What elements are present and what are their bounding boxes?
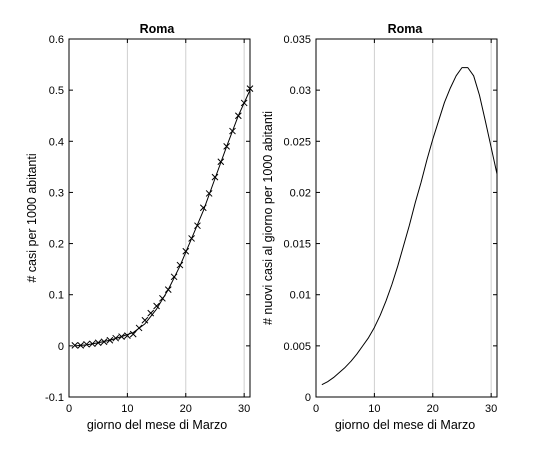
y-tick-label: 0.6 xyxy=(49,34,64,46)
plot-area xyxy=(71,85,254,349)
y-tick-label: 0.1 xyxy=(49,290,64,302)
x-axis-label: giorno del mese di Marzo xyxy=(87,418,227,432)
y-tick-label: 0.5 xyxy=(49,85,64,97)
data-point-marker xyxy=(153,302,160,310)
data-point-marker xyxy=(83,340,90,348)
axes-box xyxy=(315,38,498,398)
y-axis-label: # nuovi casi al giorno per 1000 abitanti xyxy=(261,111,275,325)
y-tick-label: 0.025 xyxy=(283,136,311,148)
data-point-marker xyxy=(211,173,219,181)
y-tick-label: 0 xyxy=(305,392,311,404)
x-tick-label: 10 xyxy=(121,403,133,415)
x-ticks: 0 10 20 30 xyxy=(313,39,497,415)
data-point-marker xyxy=(129,330,137,338)
chart-title: Roma xyxy=(388,22,424,36)
x-tick-label: 20 xyxy=(427,403,439,415)
chart-new-cases-per-day: Roma 0 10 20 30 0 0.005 0.01 0.015 0.02 0.025 0.0… xyxy=(261,22,498,432)
y-tick-label: 0 xyxy=(58,341,64,353)
x-tick-label: 30 xyxy=(238,403,250,415)
y-tick-label: 0.01 xyxy=(290,290,311,302)
series-line xyxy=(321,67,498,386)
grid xyxy=(373,39,492,397)
x-tick-label: 10 xyxy=(368,403,380,415)
y-tick-label: 0.3 xyxy=(49,187,64,199)
y-tick-label: 0.02 xyxy=(290,187,311,199)
data-point-marker xyxy=(147,309,155,317)
grid xyxy=(126,39,245,397)
series-line xyxy=(74,89,251,347)
data-point-marker xyxy=(71,341,79,349)
chart-title: Roma xyxy=(140,22,176,36)
y-ticks: -0.1 0 0.1 0.2 0.3 0.4 0.5 0.6 xyxy=(45,34,250,404)
x-ticks: 0 10 20 30 xyxy=(66,39,250,415)
y-tick-label: 0.4 xyxy=(49,136,64,148)
y-tick-label: 0.2 xyxy=(49,239,64,251)
y-tick-label: 0.035 xyxy=(283,34,311,46)
chart-cases-per-1000: Roma 0 10 20 30 -0.100.10.20.30.40.50.6 gio… xyxy=(25,22,254,432)
x-tick-label: 0 xyxy=(66,403,72,415)
y-tick-label: 0.005 xyxy=(283,341,311,353)
x-axis-label: giorno del mese di Marzo xyxy=(335,418,475,432)
y-tick-label: 0.03 xyxy=(290,85,311,97)
x-tick-label: 20 xyxy=(180,403,192,415)
y-tick-label: -0.1 xyxy=(45,392,64,404)
y-ticks: 0 0.005 0.01 0.015 0.02 0.025 0.03 0.035 xyxy=(283,34,497,404)
y-tick-label: 0.015 xyxy=(283,239,311,251)
plot-area xyxy=(321,67,498,386)
x-tick-label: 30 xyxy=(485,403,497,415)
x-tick-label: 0 xyxy=(313,403,319,415)
axes-box xyxy=(68,38,251,398)
y-axis-label: # casi per 1000 abitanti xyxy=(25,153,39,282)
data-point-marker xyxy=(141,316,149,324)
